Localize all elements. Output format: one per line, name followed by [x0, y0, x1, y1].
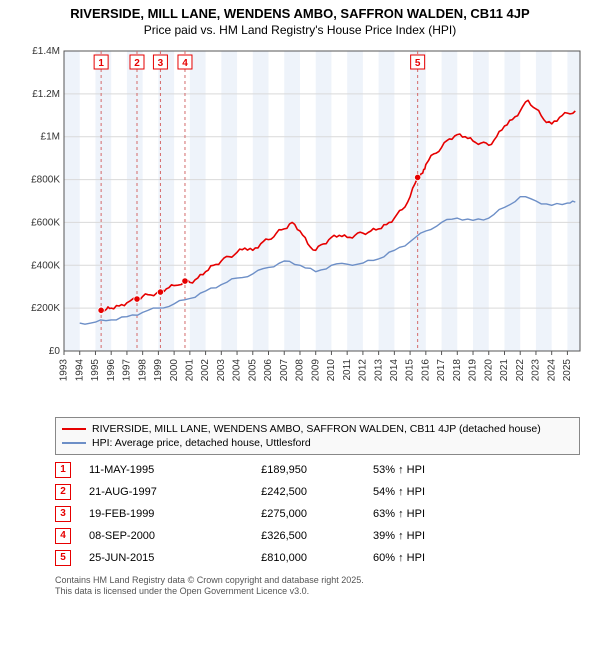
svg-text:£1M: £1M — [41, 132, 60, 143]
sale-marker-box: 1 — [55, 462, 71, 478]
legend: RIVERSIDE, MILL LANE, WENDENS AMBO, SAFF… — [55, 417, 580, 455]
svg-text:4: 4 — [182, 58, 188, 69]
legend-swatch — [62, 442, 86, 444]
svg-text:£0: £0 — [49, 346, 61, 357]
svg-text:2: 2 — [134, 58, 140, 69]
svg-text:1996: 1996 — [106, 358, 117, 381]
svg-text:1995: 1995 — [90, 358, 101, 381]
svg-text:2018: 2018 — [452, 358, 463, 381]
svg-text:2008: 2008 — [295, 358, 306, 381]
svg-text:2000: 2000 — [169, 358, 180, 381]
svg-text:2021: 2021 — [499, 358, 510, 381]
svg-text:2004: 2004 — [232, 358, 243, 381]
sale-pct-vs-hpi: 60% ↑ HPI — [325, 552, 425, 564]
sale-marker-box: 5 — [55, 550, 71, 566]
chart-container: RIVERSIDE, MILL LANE, WENDENS AMBO, SAFF… — [0, 0, 600, 650]
svg-text:2005: 2005 — [247, 358, 258, 381]
sale-pct-vs-hpi: 63% ↑ HPI — [325, 508, 425, 520]
sale-marker-box: 3 — [55, 506, 71, 522]
table-row: 5 25-JUN-2015 £810,000 60% ↑ HPI — [55, 547, 580, 569]
svg-text:2017: 2017 — [436, 358, 447, 381]
svg-text:2009: 2009 — [310, 358, 321, 381]
sale-price: £242,500 — [217, 486, 307, 498]
svg-text:2020: 2020 — [483, 358, 494, 381]
svg-text:2014: 2014 — [389, 358, 400, 381]
legend-label: RIVERSIDE, MILL LANE, WENDENS AMBO, SAFF… — [92, 423, 541, 435]
svg-text:2012: 2012 — [358, 358, 369, 381]
svg-text:2025: 2025 — [562, 358, 573, 381]
svg-text:1999: 1999 — [153, 358, 164, 381]
svg-text:1993: 1993 — [59, 358, 70, 381]
svg-text:2016: 2016 — [420, 358, 431, 381]
sale-marker-box: 4 — [55, 528, 71, 544]
table-row: 3 19-FEB-1999 £275,000 63% ↑ HPI — [55, 503, 580, 525]
svg-text:£200K: £200K — [31, 303, 60, 314]
svg-text:1994: 1994 — [74, 358, 85, 381]
sale-pct-vs-hpi: 53% ↑ HPI — [325, 464, 425, 476]
svg-text:2022: 2022 — [515, 358, 526, 381]
sale-date: 08-SEP-2000 — [89, 530, 199, 542]
svg-text:2011: 2011 — [342, 358, 353, 380]
sale-pct-vs-hpi: 39% ↑ HPI — [325, 530, 425, 542]
svg-text:5: 5 — [415, 58, 421, 69]
svg-text:1998: 1998 — [137, 358, 148, 381]
legend-item: RIVERSIDE, MILL LANE, WENDENS AMBO, SAFF… — [62, 422, 573, 436]
table-row: 4 08-SEP-2000 £326,500 39% ↑ HPI — [55, 525, 580, 547]
svg-text:£800K: £800K — [31, 174, 60, 185]
svg-text:2024: 2024 — [546, 358, 557, 381]
sale-date: 21-AUG-1997 — [89, 486, 199, 498]
sale-marker-box: 2 — [55, 484, 71, 500]
sale-price: £326,500 — [217, 530, 307, 542]
footer-line-2: This data is licensed under the Open Gov… — [55, 586, 580, 597]
svg-text:2002: 2002 — [200, 358, 211, 381]
chart-title: RIVERSIDE, MILL LANE, WENDENS AMBO, SAFF… — [0, 0, 600, 23]
svg-text:£600K: £600K — [31, 217, 60, 228]
legend-swatch — [62, 428, 86, 430]
sale-date: 11-MAY-1995 — [89, 464, 199, 476]
svg-text:2010: 2010 — [326, 358, 337, 381]
sale-date: 19-FEB-1999 — [89, 508, 199, 520]
chart-subtitle: Price paid vs. HM Land Registry's House … — [0, 23, 600, 41]
svg-text:1997: 1997 — [122, 358, 133, 381]
legend-label: HPI: Average price, detached house, Uttl… — [92, 437, 311, 449]
legend-item: HPI: Average price, detached house, Uttl… — [62, 436, 573, 450]
line-chart-svg: £0 £200K £400K £600K £800K £1M £1.2M £1.4M 1993 1… — [20, 41, 590, 411]
sale-pct-vs-hpi: 54% ↑ HPI — [325, 486, 425, 498]
svg-text:3: 3 — [158, 58, 164, 69]
sale-price: £810,000 — [217, 552, 307, 564]
svg-text:2007: 2007 — [279, 358, 290, 381]
svg-text:2023: 2023 — [531, 358, 542, 381]
sale-price: £189,950 — [217, 464, 307, 476]
svg-text:2001: 2001 — [184, 358, 195, 381]
table-row: 2 21-AUG-1997 £242,500 54% ↑ HPI — [55, 481, 580, 503]
footer-line-1: Contains HM Land Registry data © Crown c… — [55, 575, 580, 586]
svg-text:2015: 2015 — [405, 358, 416, 381]
svg-text:2003: 2003 — [216, 358, 227, 381]
svg-text:£1.4M: £1.4M — [32, 46, 60, 57]
sale-date: 25-JUN-2015 — [89, 552, 199, 564]
sales-table: 1 11-MAY-1995 £189,950 53% ↑ HPI 2 21-AUG-199… — [55, 459, 580, 569]
svg-text:£1.2M: £1.2M — [32, 89, 60, 100]
sale-price: £275,000 — [217, 508, 307, 520]
svg-text:2019: 2019 — [468, 358, 479, 381]
footer-attribution: Contains HM Land Registry data © Crown c… — [55, 575, 580, 598]
chart-area: £0 £200K £400K £600K £800K £1M £1.2M £1.4M 1993 1… — [20, 41, 590, 411]
svg-text:1: 1 — [98, 58, 104, 69]
svg-text:2006: 2006 — [263, 358, 274, 381]
svg-text:2013: 2013 — [373, 358, 384, 381]
svg-text:£400K: £400K — [31, 260, 60, 271]
table-row: 1 11-MAY-1995 £189,950 53% ↑ HPI — [55, 459, 580, 481]
